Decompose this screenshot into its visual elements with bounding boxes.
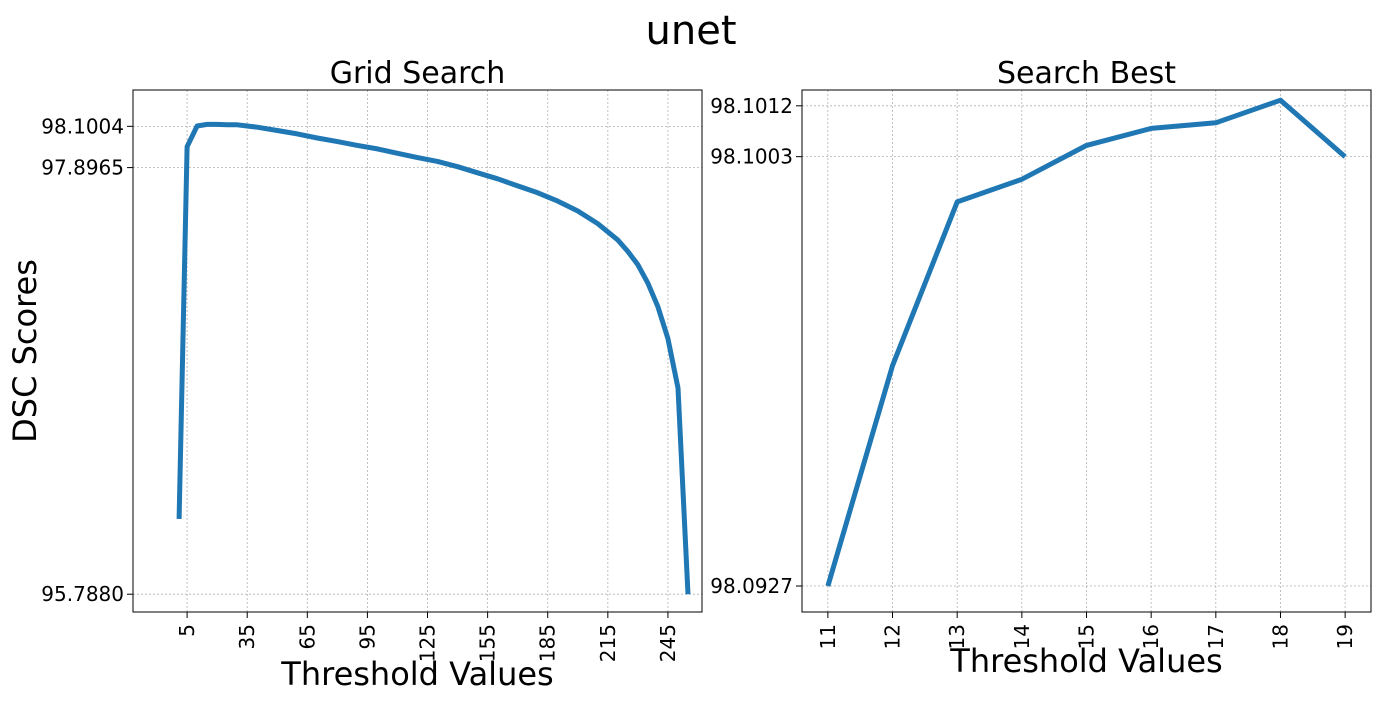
data-point: [1084, 143, 1089, 148]
data-point: [655, 304, 660, 309]
data-point: [455, 164, 460, 169]
series-line: [176, 121, 691, 595]
grid-search-panel: 5 35 65 95 125 155 185 215 245 95.7880 97.8965 98.1…: [6, 56, 703, 693]
y-tick-label: 98.0927: [710, 574, 793, 598]
data-point: [235, 122, 240, 127]
y-tick-label: 98.1012: [710, 94, 793, 118]
x-tick-label: 95: [355, 624, 379, 649]
data-point: [475, 170, 480, 175]
search-best-panel: 11 12 13 14 15 16 17 18 19 98.0927 98.1003 98.1012 S…: [710, 56, 1372, 680]
data-point: [535, 190, 540, 195]
data-point: [625, 249, 630, 254]
x-tick-label: 65: [295, 624, 319, 649]
data-point: [495, 176, 500, 181]
data-point: [185, 144, 190, 149]
x-tick-label: 5: [175, 624, 199, 637]
x-tick-label: 215: [596, 624, 620, 662]
y-tick-label: 98.1003: [710, 145, 793, 169]
data-point: [225, 122, 230, 127]
panel-title: Grid Search: [330, 56, 506, 91]
axes-frame: [132, 89, 703, 613]
y-tick-label: 97.8965: [41, 156, 124, 180]
data-point: [295, 131, 300, 136]
series-line: [825, 97, 1347, 587]
x-tick-label: 16: [1139, 624, 1163, 649]
y-tick-label: 95.7880: [41, 582, 124, 606]
data-point: [515, 183, 520, 188]
data-point: [555, 199, 560, 204]
data-point: [215, 122, 220, 127]
data-point: [177, 516, 182, 521]
data-point: [1213, 120, 1218, 125]
x-tick-label: 11: [816, 624, 840, 649]
x-tick-label: 13: [945, 624, 969, 649]
data-point: [335, 139, 340, 144]
data-point: [1343, 154, 1348, 159]
data-point: [435, 159, 440, 164]
x-tick-label: 245: [656, 624, 680, 662]
data-point: [955, 199, 960, 204]
data-point: [685, 592, 690, 597]
y-tick-label: 98.1004: [41, 114, 124, 138]
data-point: [615, 238, 620, 243]
x-tick-label: 35: [235, 624, 259, 649]
data-point: [395, 151, 400, 156]
data-point: [275, 128, 280, 133]
x-axis-label: Threshold Values: [280, 655, 553, 693]
x-tick-label: 19: [1333, 624, 1357, 649]
data-point: [255, 125, 260, 130]
figure-title: unet: [646, 8, 737, 54]
data-point: [315, 135, 320, 140]
panel-title: Search Best: [997, 56, 1176, 91]
data-point: [415, 155, 420, 160]
x-tick-label: 12: [881, 624, 905, 649]
data-point: [595, 221, 600, 226]
data-point: [575, 208, 580, 213]
x-tick-label: 185: [536, 624, 560, 662]
data-point: [1019, 177, 1024, 182]
data-point: [245, 124, 250, 129]
y-axis-label: DSC Scores: [6, 259, 44, 443]
data-point: [205, 122, 210, 127]
x-tick-label: 125: [416, 624, 440, 662]
x-tick-label: 18: [1268, 624, 1292, 649]
data-point: [890, 363, 895, 368]
data-point: [375, 146, 380, 151]
data-point: [645, 281, 650, 286]
x-tick-label: 155: [476, 624, 500, 662]
x-tick-label: 14: [1010, 624, 1034, 649]
data-point: [1278, 98, 1283, 103]
data-point: [355, 143, 360, 148]
data-point: [675, 386, 680, 391]
x-tick-label: 17: [1204, 624, 1228, 649]
data-point: [825, 584, 830, 589]
data-point: [1149, 126, 1154, 131]
data-point: [635, 262, 640, 267]
x-tick-label: 15: [1075, 624, 1099, 649]
data-point: [195, 124, 200, 129]
x-axis-label: Threshold Values: [949, 642, 1222, 680]
data-point: [665, 336, 670, 341]
